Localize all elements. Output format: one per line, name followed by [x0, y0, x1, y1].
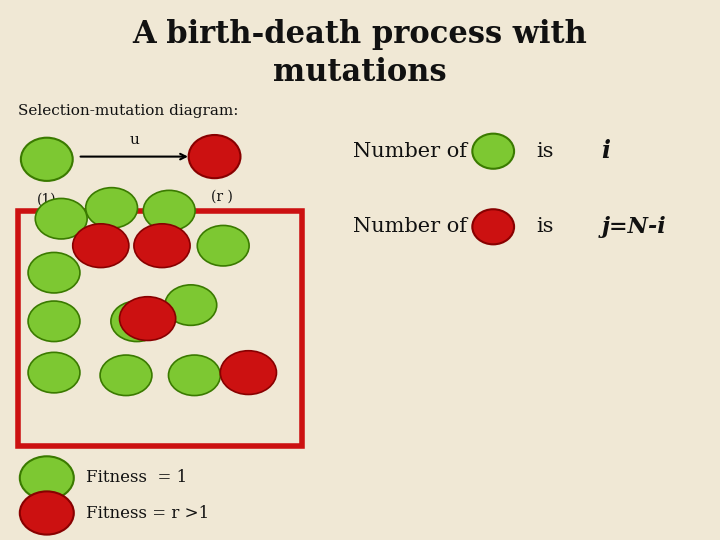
Ellipse shape [168, 355, 220, 395]
Bar [18, 211, 302, 446]
Text: A birth-death process with: A birth-death process with [132, 19, 588, 50]
Ellipse shape [73, 224, 129, 267]
Text: (1): (1) [37, 193, 57, 207]
Text: i: i [601, 139, 610, 163]
Ellipse shape [86, 187, 138, 228]
Ellipse shape [100, 355, 152, 395]
Text: u: u [130, 133, 140, 147]
Text: (r ): (r ) [211, 190, 233, 204]
Text: is: is [536, 217, 554, 237]
Ellipse shape [28, 301, 80, 341]
Ellipse shape [21, 138, 73, 181]
Ellipse shape [143, 191, 195, 231]
Ellipse shape [35, 198, 87, 239]
Ellipse shape [472, 209, 514, 244]
Ellipse shape [120, 297, 176, 341]
Text: Number of: Number of [353, 141, 467, 161]
Ellipse shape [111, 301, 163, 341]
Ellipse shape [189, 135, 240, 178]
Text: Selection-mutation diagram:: Selection-mutation diagram: [18, 104, 238, 118]
Text: Fitness = r >1: Fitness = r >1 [86, 504, 210, 522]
Text: j=N-i: j=N-i [601, 216, 666, 238]
Text: mutations: mutations [273, 57, 447, 87]
Ellipse shape [20, 456, 74, 500]
Ellipse shape [134, 224, 190, 267]
Ellipse shape [20, 491, 74, 535]
Ellipse shape [220, 351, 276, 394]
Text: Number of: Number of [353, 217, 467, 237]
Text: Fitness  = 1: Fitness = 1 [86, 469, 188, 487]
Ellipse shape [165, 285, 217, 325]
Text: is: is [536, 141, 554, 161]
Ellipse shape [197, 226, 249, 266]
Ellipse shape [28, 352, 80, 393]
Ellipse shape [28, 252, 80, 293]
Ellipse shape [472, 133, 514, 168]
